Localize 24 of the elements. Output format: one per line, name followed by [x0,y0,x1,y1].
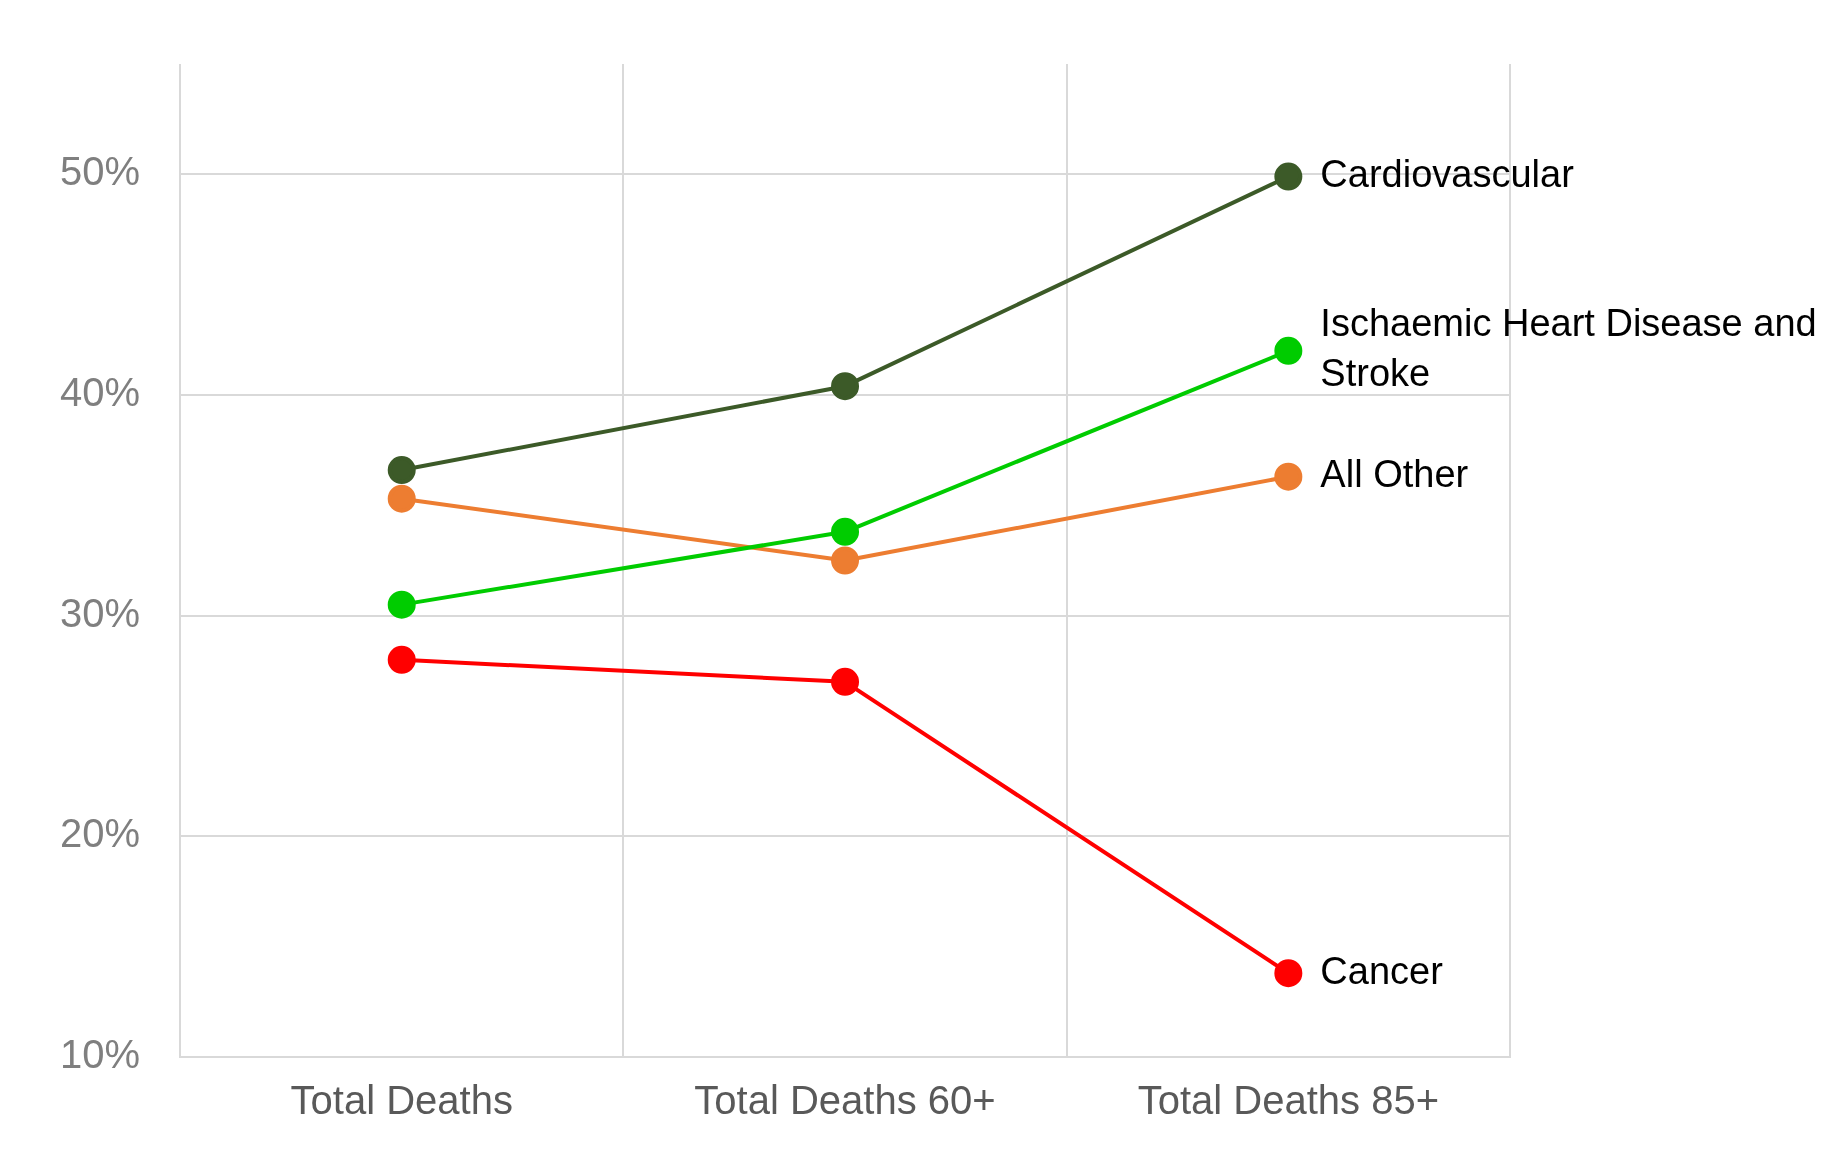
point [831,667,860,696]
y-tick-label: 30% [60,590,141,635]
y-tick-label: 50% [60,149,141,194]
x-tick-label: Total Deaths [290,1078,513,1123]
point [1274,462,1303,491]
x-tick-label: Total Deaths 85+ [1137,1078,1439,1123]
point [831,372,860,401]
point [387,590,416,619]
point [1274,162,1303,191]
series-label: Cancer [1320,949,1444,992]
point [831,546,860,575]
point [387,645,416,674]
point [387,456,416,485]
series-label: All Other [1320,453,1469,496]
series-label: Cardiovascular [1320,153,1575,196]
point [1274,336,1303,365]
y-tick-label: 20% [60,811,141,856]
y-tick-label: 40% [60,370,141,415]
point [831,517,860,546]
point [1274,959,1303,988]
x-tick-label: Total Deaths 60+ [694,1078,996,1123]
point [387,484,416,513]
series-label: Ischaemic Heart Disease and Stroke [1320,302,1817,395]
y-tick-label: 10% [60,1032,141,1077]
